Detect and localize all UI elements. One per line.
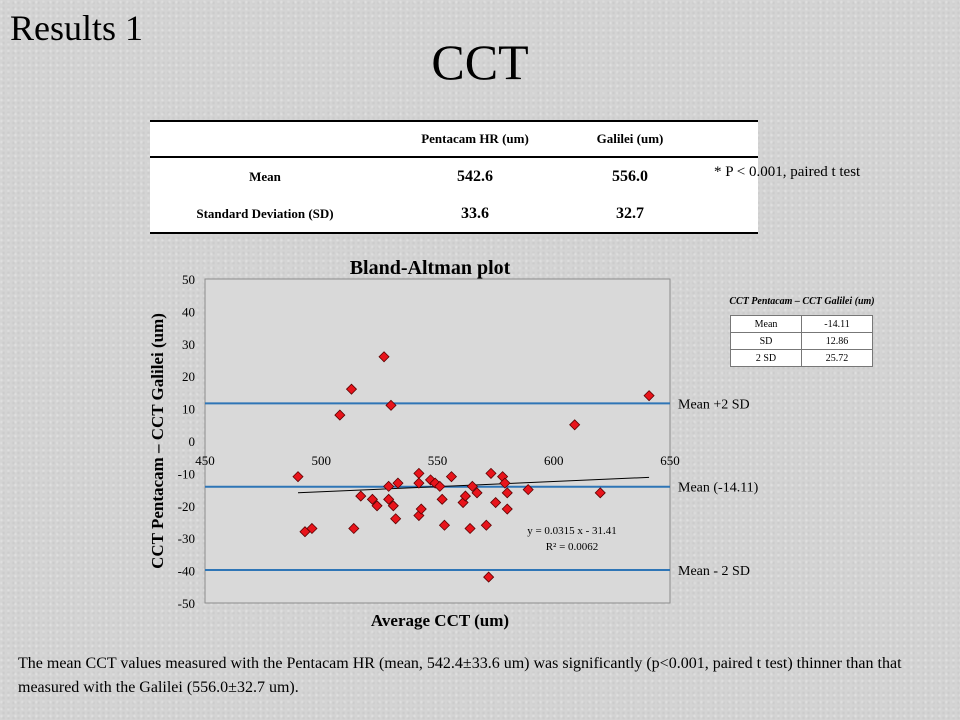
difference-value: -14.11 [801,315,873,333]
summary-cell-galilei-sd: 32.7 [616,204,644,222]
data-point [292,471,304,483]
data-point [383,493,395,505]
y-tick-label: -50 [178,596,195,611]
summary-cell-galilei-mean: 556.0 [612,167,648,185]
y-axis-ticks: 50 40 30 20 10 0 -10 -20 -30 -40 -50 [178,272,195,611]
data-point [480,519,492,531]
data-point [643,390,655,402]
data-point [436,493,448,505]
data-point [366,493,378,505]
data-point [385,399,397,411]
reference-line-label: Mean (-14.11) [678,481,759,496]
slide-title: CCT [431,34,529,90]
data-point [459,490,471,502]
data-point [490,496,502,509]
slide-heading: Results 1 [10,8,144,48]
data-point [334,409,346,421]
y-axis-title: CCT Pentacam – CCT Galilei (um) [148,313,167,569]
y-tick-label: 50 [182,272,195,287]
data-point [348,522,360,535]
difference-row-sd: SD 12.86 [730,332,873,350]
summary-row-mean: Mean 542.6 556.0 [150,157,758,195]
y-tick-label: 20 [182,369,195,384]
data-point [485,467,497,479]
y-tick-label: 10 [182,402,195,417]
summary-table-header-row: Pentacam HR (um) Galilei (um) [150,121,758,157]
trendline-r-squared: R² = 0.0062 [546,541,599,553]
data-point [355,490,367,502]
data-point [345,383,358,395]
x-tick-label: 650 [660,453,680,468]
data-point [390,513,402,525]
x-tick-label: 600 [544,453,564,468]
reference-line-label: Mean +2 SD [678,397,750,412]
data-point [392,477,404,489]
data-point [445,471,458,483]
chart-title: Bland-Altman plot [350,257,511,279]
difference-table-caption: CCT Pentacam – CCT Galilei (um) [729,296,875,307]
summary-paragraph: The mean CCT values measured with the Pe… [18,655,902,696]
difference-key: SD [730,332,802,350]
y-tick-label: 30 [182,337,195,352]
data-point [464,522,476,535]
difference-table: Mean -14.11 SD 12.86 2 SD 25.72 [730,315,873,367]
data-point [466,480,478,492]
x-axis-ticks: 450 500 550 600 650 [195,453,680,468]
data-point [501,503,513,515]
data-point [499,477,511,489]
x-tick-label: 550 [428,453,448,468]
data-point [415,503,427,515]
difference-key: Mean [730,315,802,333]
data-point [413,477,425,489]
difference-key: 2 SD [730,349,802,367]
y-tick-label: 0 [189,434,196,449]
data-points [292,351,655,583]
summary-header-pentacam: Pentacam HR (um) [421,131,529,146]
difference-row-mean: Mean -14.11 [730,315,873,333]
summary-row-sd: Standard Deviation (SD) 33.6 32.7 [150,195,758,233]
summary-table: Pentacam HR (um) Galilei (um) Mean 542.6… [150,120,758,234]
data-point [522,484,534,496]
data-point [483,571,495,583]
data-point [594,487,606,499]
x-tick-label: 450 [195,453,215,468]
data-point [383,480,395,492]
data-point [387,500,399,512]
summary-row-label: Mean [249,168,281,184]
data-point [378,351,390,363]
data-point [501,487,513,499]
data-point [306,522,318,535]
y-tick-label: -40 [178,564,195,579]
y-tick-label: 40 [182,304,195,319]
y-tick-label: -20 [178,499,195,514]
x-axis-title: Average CCT (um) [371,611,509,630]
y-tick-label: -30 [178,531,195,546]
data-point [434,480,446,492]
y-tick-label: -10 [178,466,195,481]
difference-value: 12.86 [801,332,873,350]
p-value-note: * P < 0.001, paired t test [714,164,861,180]
summary-cell-pentacam-sd: 33.6 [461,204,489,222]
summary-header-galilei: Galilei (um) [596,131,664,146]
summary-cell-pentacam-mean: 542.6 [457,167,493,185]
difference-row-2sd: 2 SD 25.72 [730,349,873,367]
data-point [438,519,451,531]
data-point [371,500,383,512]
summary-row-label: Standard Deviation (SD) [196,205,334,221]
reference-line-label: Mean - 2 SD [678,564,750,579]
plot-area [204,278,671,604]
trendline-equation: y = 0.0315 x - 31.41 [527,525,617,537]
data-point [569,419,581,431]
data-point [471,487,483,499]
difference-value: 25.72 [801,349,873,367]
x-tick-label: 500 [312,453,332,468]
